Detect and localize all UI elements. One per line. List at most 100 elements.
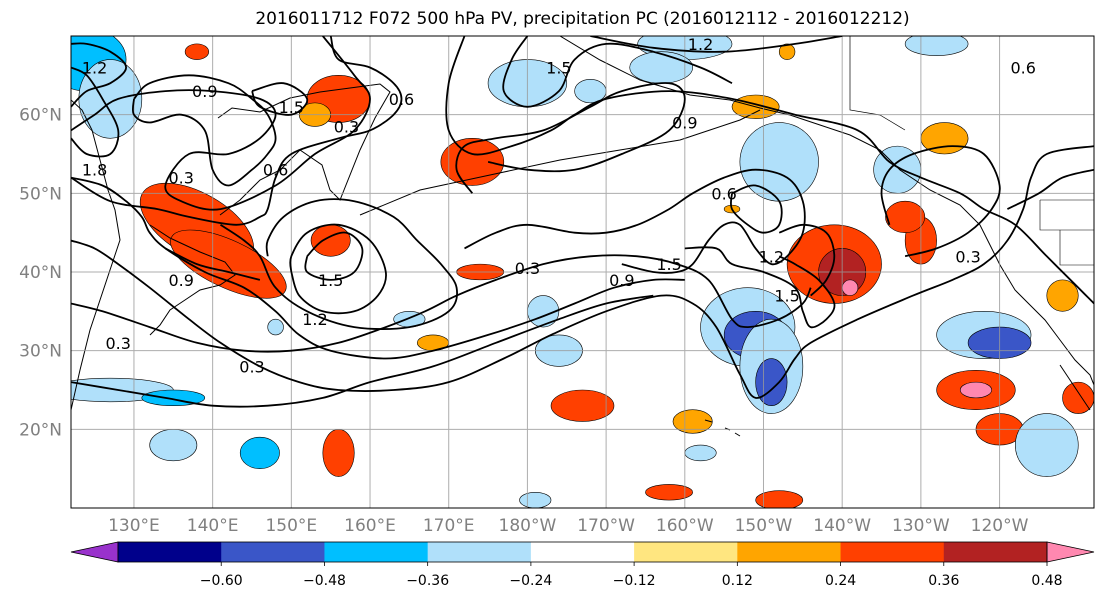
contour-label-14: 1.5 — [656, 255, 681, 274]
colorbar-swatch — [118, 542, 222, 562]
precip-blob-6 — [310, 224, 351, 257]
pv-contour-2 — [445, 36, 1094, 305]
colorbar-swatch — [737, 542, 842, 562]
contour-label-19: 1.2 — [302, 310, 327, 329]
pv-contour-1 — [502, 36, 733, 108]
colorbar-swatch — [530, 542, 635, 562]
coastline-north-america — [999, 264, 1094, 386]
pv-contour-13 — [220, 198, 458, 330]
precip-blob-16 — [755, 358, 788, 407]
y-tick-label: 60°N — [19, 106, 62, 126]
precip-blob-23 — [959, 381, 993, 399]
contour-label-20: 0.3 — [105, 334, 130, 353]
contour-label-22: 0.3 — [955, 247, 980, 266]
pv-contour-9 — [455, 82, 686, 194]
pv-contour-23 — [165, 247, 261, 281]
contour-label-18: 0.9 — [168, 271, 193, 290]
x-tick-label: 130°E — [108, 516, 160, 536]
contour-label-23: 1.5 — [774, 287, 799, 306]
contour-label-13: 0.3 — [515, 259, 540, 278]
x-tick-label: 150°E — [265, 516, 317, 536]
contour-label-17: 1.5 — [318, 271, 343, 290]
chart-title: 2016011712 F072 500 hPa PV, precipitatio… — [255, 9, 910, 29]
colorbar-tick-label: 0.48 — [1031, 573, 1062, 589]
x-tick-label: 140°W — [813, 516, 871, 536]
x-tick-label: 120°W — [971, 516, 1029, 536]
y-tick-labels: 20°N 30°N 40°N 50°N 60°N — [19, 106, 62, 441]
pv-contour-10 — [71, 145, 1094, 399]
contour-label-5: 0.6 — [389, 90, 414, 109]
x-tick-label: 150°W — [735, 516, 793, 536]
y-tick-label: 50°N — [19, 184, 62, 204]
contour-label-16: 0.9 — [609, 271, 634, 290]
coastline-japan — [149, 224, 236, 336]
precip-blob-46 — [519, 491, 552, 508]
contour-label-4: 1.5 — [279, 98, 304, 117]
y-tick-label: 40°N — [19, 263, 62, 283]
colorbar: −0.60 −0.48 −0.36 −0.24 −0.12 0.12 0.24 0.36 0.4… — [70, 541, 1095, 589]
precip-blob-43 — [885, 200, 926, 233]
pv-contour-8 — [71, 42, 128, 108]
colorbar-tick-label: −0.12 — [613, 573, 656, 589]
pv-contour-5 — [71, 36, 403, 226]
colorbar-extend-low — [70, 541, 119, 563]
contour-label-7: 0.9 — [672, 114, 697, 133]
contour-label-8: 0.6 — [263, 161, 288, 180]
pv-contour-4 — [251, 82, 309, 116]
contour-label-11: 1.2 — [82, 58, 107, 77]
colorbar-swatch — [427, 542, 532, 562]
coastline-asia — [71, 99, 121, 411]
x-tick-label: 180°W — [499, 516, 557, 536]
precip-blob-40 — [1062, 381, 1094, 414]
x-tick-label: 130°W — [892, 516, 950, 536]
precip-blob-5 — [440, 137, 505, 186]
pv-contour-12 — [71, 254, 812, 353]
x-tick-label: 160°W — [656, 516, 714, 536]
colorbar-frame — [117, 541, 1048, 563]
precip-blob-37 — [684, 444, 717, 462]
y-tick-label: 20°N — [19, 420, 62, 440]
pv-contour-22 — [71, 176, 685, 360]
precip-blob-45 — [755, 490, 804, 508]
y-tick-label: 30°N — [19, 342, 62, 362]
precip-blob-25 — [1046, 279, 1079, 312]
colorbar-tick-label: 0.12 — [722, 573, 753, 589]
pv-contour-18 — [684, 246, 836, 329]
pv-contour-14 — [304, 231, 364, 281]
precip-blob-39 — [1015, 413, 1079, 477]
precip-blob-51 — [778, 43, 796, 60]
colorbar-tick-label: 0.36 — [928, 573, 959, 589]
contour-label-15: 1.2 — [759, 247, 784, 266]
coastline-kamchatka — [217, 83, 391, 216]
precip-blob-28 — [149, 429, 198, 462]
precip-blob-53 — [184, 43, 210, 60]
precip-blob-44 — [267, 318, 284, 336]
colorbar-swatch — [221, 542, 325, 562]
x-tick-label: 140°E — [187, 516, 239, 536]
pv-contours — [71, 36, 1094, 408]
pv-contour-0 — [590, 36, 843, 53]
precip-blob-29 — [239, 436, 280, 469]
contour-label-3: 0.9 — [192, 82, 217, 101]
coastline-aleutians — [359, 109, 761, 216]
contour-label-0: 1.2 — [688, 35, 713, 54]
colorbar-tick-label: −0.36 — [406, 573, 449, 589]
contour-label-21: 0.3 — [239, 357, 264, 376]
pv-contour-17 — [729, 184, 783, 234]
precip-blob-36 — [672, 409, 713, 434]
pv-contour-15 — [289, 223, 387, 315]
contour-label-2: 0.6 — [1010, 58, 1035, 77]
precip-blob-9 — [739, 122, 819, 202]
precip-blob-48 — [629, 51, 693, 84]
precip-blob-19 — [841, 279, 859, 296]
contour-label-6: 0.3 — [334, 117, 359, 136]
contour-label-9: 0.3 — [168, 169, 193, 188]
map-frame — [70, 35, 1095, 509]
colorbar-swatch — [840, 542, 945, 562]
pv-contour-7 — [71, 66, 120, 158]
x-tick-labels: 130°E 140°E 150°E 160°E 170°E 180°W 170°W 160°W… — [108, 516, 1029, 536]
colorbar-tick-label: −0.60 — [200, 573, 243, 589]
colorbar-tick-label: 0.24 — [825, 573, 856, 589]
x-tick-label: 170°W — [577, 516, 635, 536]
